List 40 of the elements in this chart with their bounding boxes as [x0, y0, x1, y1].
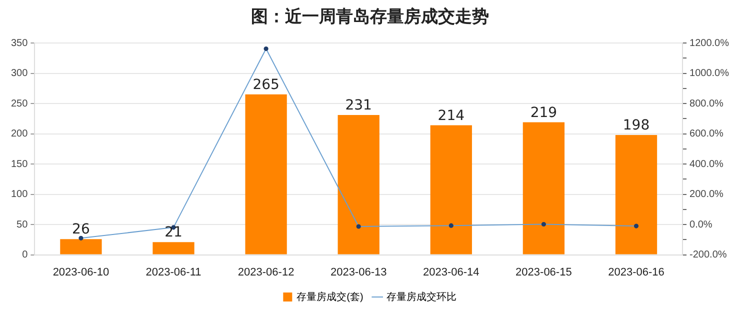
data-label: 265 — [252, 77, 280, 94]
x-tick-label: 2023-06-12 — [238, 266, 294, 278]
x-tick-label: 2023-06-15 — [516, 266, 572, 278]
x-tick-label: 2023-06-16 — [608, 266, 664, 278]
y-tick-label: 50 — [16, 219, 28, 230]
y-tick-label: 200 — [10, 128, 28, 140]
y-tick-label: 100 — [10, 189, 28, 200]
y2-tick-label: -200.0% — [690, 250, 727, 261]
y2-tick-label: 1200.0% — [690, 38, 730, 49]
x-tick-label: 2023-06-10 — [52, 266, 110, 278]
data-label: 26 — [72, 222, 90, 238]
data-label: 21 — [164, 224, 182, 241]
y-tick-label: 0 — [22, 250, 28, 261]
chart-title: 图：近一周青岛存量房成交走势 — [250, 6, 490, 29]
bar — [60, 239, 102, 254]
data-label: 214 — [438, 108, 465, 124]
bar — [522, 122, 565, 254]
data-label: 198 — [622, 118, 650, 134]
y-tick-label: 300 — [10, 68, 28, 80]
bar — [338, 115, 380, 254]
y2-tick-label: 200.0% — [690, 189, 724, 200]
y-tick-label: 150 — [10, 158, 28, 170]
x-tick-label: 2023-06-13 — [330, 266, 387, 278]
x-tick-label: 2023-06-14 — [423, 266, 480, 278]
bar — [615, 134, 658, 254]
y-tick-label: 250 — [10, 98, 28, 110]
data-label: 231 — [345, 98, 372, 114]
legend-label: 存量房成交(套) — [296, 290, 364, 303]
y-tick-label: 350 — [10, 38, 28, 49]
y2-tick-label: 1000.0% — [690, 68, 730, 80]
data-label: 219 — [530, 104, 558, 121]
y2-tick-label: 600.0% — [690, 128, 724, 140]
legend-label: 存量房成交环比 — [386, 290, 456, 303]
bar — [430, 125, 472, 254]
y2-tick-label: 400.0% — [690, 158, 724, 170]
bar — [152, 242, 194, 254]
y2-tick-label: 800.0% — [690, 98, 724, 110]
x-tick-label: 2023-06-11 — [146, 266, 202, 278]
bar — [245, 94, 287, 254]
y2-tick-label: 0.0% — [690, 219, 712, 230]
